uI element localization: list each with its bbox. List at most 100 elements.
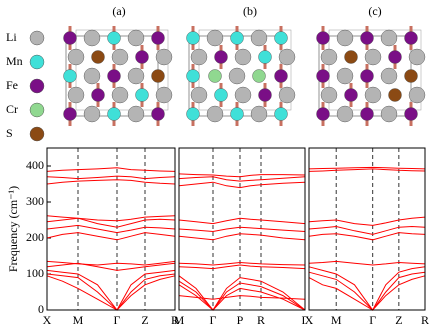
- atom: [274, 69, 288, 83]
- phonon-band: [178, 284, 306, 311]
- unit-cell: [75, 29, 169, 111]
- atom: [67, 48, 85, 66]
- atom: [135, 88, 149, 102]
- atom-label: S: [6, 126, 13, 140]
- x-tick-label: Γ: [369, 313, 376, 327]
- phonon-band: [46, 179, 176, 185]
- panel-frame: [46, 147, 176, 311]
- atom: [63, 107, 77, 121]
- atom: [107, 107, 121, 121]
- panel-frame: [308, 147, 426, 311]
- x-tick-label: X: [305, 313, 314, 327]
- atom: [316, 107, 330, 121]
- phonon-band: [178, 226, 306, 233]
- atom: [388, 50, 402, 64]
- atom: [206, 105, 224, 123]
- atom: [336, 105, 354, 123]
- atom: [127, 29, 145, 47]
- atom: [320, 86, 338, 104]
- phonon-band: [178, 295, 306, 300]
- atom: [91, 88, 105, 102]
- x-tick-label: R: [421, 313, 429, 327]
- y-tick-label: 0: [38, 302, 44, 316]
- atom: [408, 48, 426, 66]
- atom: [274, 31, 288, 45]
- atom: [316, 31, 330, 45]
- atom: [107, 69, 121, 83]
- x-tick-label: M: [73, 313, 84, 327]
- atom: [155, 48, 173, 66]
- phonon-band: [308, 168, 426, 172]
- phonon-band: [308, 166, 426, 170]
- atom: [127, 67, 145, 85]
- atom: [316, 69, 330, 83]
- phonon-band: [46, 167, 176, 172]
- atom: [135, 50, 149, 64]
- x-tick-label: R: [257, 313, 265, 327]
- atom: [208, 69, 222, 83]
- panel-title: (b): [243, 4, 257, 18]
- x-tick-label: Γ: [210, 313, 217, 327]
- atom: [250, 29, 268, 47]
- phonon-band: [178, 233, 306, 241]
- y-tick-label: 300: [26, 194, 44, 208]
- atom: [258, 50, 272, 64]
- atom-swatch: [29, 54, 45, 70]
- y-tick-label: 200: [26, 230, 44, 244]
- x-tick-label: M: [331, 313, 342, 327]
- atom: [380, 105, 398, 123]
- phonon-band: [46, 175, 176, 180]
- atom: [230, 31, 244, 45]
- atom: [252, 69, 266, 83]
- x-tick-label: R: [171, 313, 179, 327]
- phonon-band: [46, 217, 176, 228]
- phonon-band: [308, 266, 426, 311]
- y-axis-label: Frequency (cm⁻¹): [6, 186, 20, 272]
- atom: [230, 107, 244, 121]
- atom: [404, 31, 418, 45]
- atom: [234, 86, 252, 104]
- phonon-band: [46, 262, 176, 271]
- atom: [360, 31, 374, 45]
- atom: [186, 69, 200, 83]
- atom: [83, 105, 101, 123]
- atom: [336, 67, 354, 85]
- x-tick-label: P: [237, 313, 244, 327]
- phonon-band: [46, 273, 176, 311]
- atom: [404, 107, 418, 121]
- atom-label: Fe: [6, 78, 18, 92]
- y-tick-label: 100: [26, 266, 44, 280]
- atom: [320, 48, 338, 66]
- atom: [278, 48, 296, 66]
- atom: [91, 50, 105, 64]
- phonon-band: [46, 224, 176, 234]
- atom: [336, 29, 354, 47]
- atom: [155, 86, 173, 104]
- atom-swatch: [29, 102, 45, 118]
- phonon-band: [178, 181, 306, 189]
- atom: [127, 105, 145, 123]
- atom: [186, 31, 200, 45]
- phonon-band: [46, 215, 176, 222]
- atom: [111, 86, 129, 104]
- atom: [214, 88, 228, 102]
- phonon-band: [178, 173, 306, 178]
- phonon-band: [308, 216, 426, 226]
- x-tick-label: Z: [395, 313, 402, 327]
- atom: [408, 86, 426, 104]
- x-tick-label: M: [174, 313, 185, 327]
- x-tick-label: Γ: [114, 313, 121, 327]
- phonon-band: [308, 232, 426, 241]
- atom: [360, 69, 374, 83]
- atom: [364, 48, 382, 66]
- atom: [380, 29, 398, 47]
- phonon-band: [178, 176, 306, 182]
- phonon-band: [46, 232, 176, 241]
- phonon-band: [308, 260, 426, 266]
- atom-swatch: [29, 30, 45, 46]
- unit-cell: [198, 29, 292, 111]
- atom: [344, 88, 358, 102]
- atom-label: Cr: [6, 102, 18, 116]
- x-tick-label: X: [43, 313, 52, 327]
- atom: [151, 31, 165, 45]
